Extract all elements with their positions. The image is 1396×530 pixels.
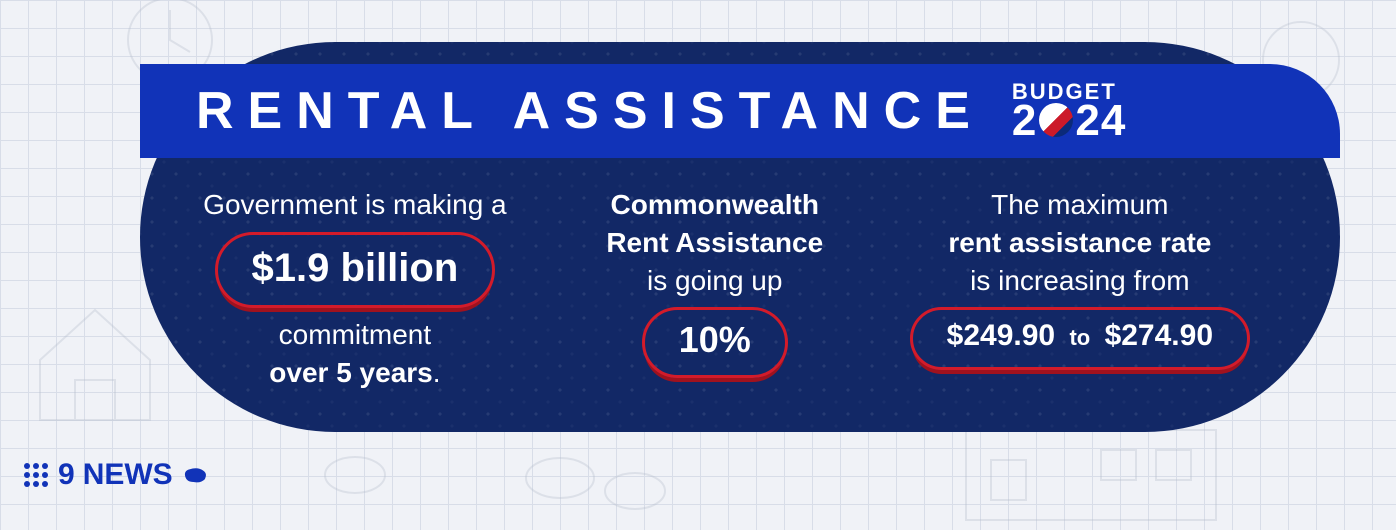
pill-rate: $249.90 to $274.90 [910, 307, 1250, 370]
coin-icon [600, 466, 670, 516]
text: Rent Assistance [550, 224, 880, 262]
pill-percent: 10% [642, 307, 788, 378]
text: over 5 years. [190, 354, 520, 392]
coin-icon [320, 450, 390, 500]
columns: Government is making a $1.9 billion comm… [140, 158, 1340, 432]
card-title: RENTAL ASSISTANCE [196, 81, 984, 141]
text: Commonwealth [550, 186, 880, 224]
column-rate-change: The maximum rent assistance rate is incr… [910, 186, 1250, 432]
australia-icon [181, 465, 209, 485]
text: is increasing from [910, 262, 1250, 300]
text: The maximum [910, 186, 1250, 224]
dots-icon [24, 463, 48, 487]
text: is going up [550, 262, 880, 300]
pill-amount: $1.9 billion [215, 232, 496, 308]
budget-year-right: 24 [1075, 102, 1126, 139]
column-increase-percent: Commonwealth Rent Assistance is going up… [550, 186, 880, 432]
text: Government is making a [190, 186, 520, 224]
budget-2024-logo: BUDGET 2 24 [1012, 83, 1126, 139]
text: rent assistance rate [910, 224, 1250, 262]
logo-nine: 9 [58, 458, 75, 492]
budget-year-left: 2 [1012, 102, 1037, 139]
column-commitment: Government is making a $1.9 billion comm… [190, 186, 520, 432]
logo-news: NEWS [83, 458, 173, 492]
text: commitment [190, 316, 520, 354]
globe-icon [1039, 103, 1073, 137]
coin-icon [520, 451, 600, 506]
title-band: RENTAL ASSISTANCE BUDGET 2 24 [140, 64, 1340, 158]
info-card: RENTAL ASSISTANCE BUDGET 2 24 Government… [140, 42, 1340, 432]
nine-news-logo: 9 NEWS [24, 458, 209, 492]
